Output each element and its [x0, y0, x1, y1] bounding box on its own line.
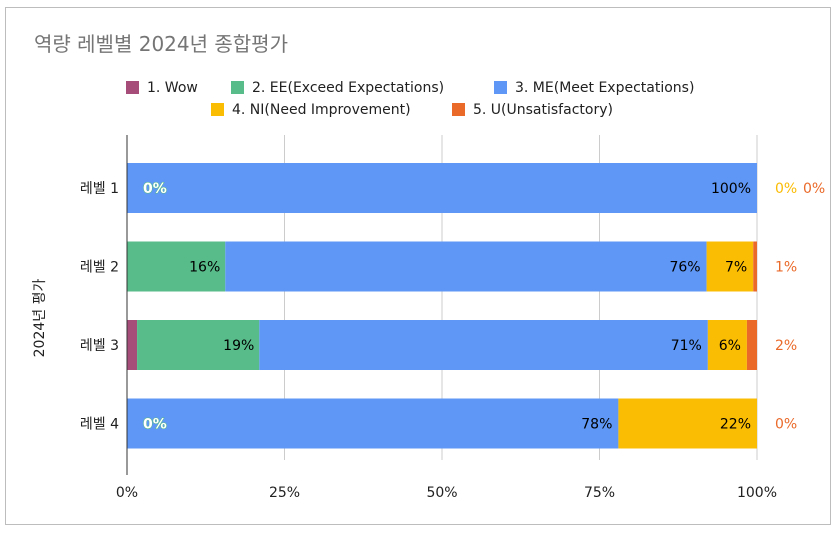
bar-segment — [127, 320, 138, 370]
data-label: 0% — [803, 181, 825, 197]
data-label: 19% — [223, 338, 254, 354]
legend-label: 1. Wow — [147, 80, 198, 96]
category-label: 레벨 4 — [80, 417, 119, 433]
legend-swatch — [452, 103, 465, 116]
bar-segment — [225, 241, 707, 292]
data-label: 0% — [775, 181, 797, 197]
legend-label: 2. EE(Exceed Expectations) — [252, 80, 444, 96]
legend-label: 3. ME(Meet Expectations) — [515, 80, 694, 96]
bar-segment — [127, 398, 619, 449]
y-axis-title: 2024년 평가 — [32, 279, 48, 358]
bar-segment — [618, 398, 757, 449]
bar-segment — [259, 320, 708, 370]
bar-segment — [707, 320, 747, 370]
legend-swatch — [126, 81, 139, 94]
data-label: 2% — [775, 338, 797, 354]
data-label: 16% — [189, 260, 220, 276]
x-tick-label: 50% — [426, 485, 457, 501]
data-label: 0% — [143, 181, 167, 197]
category-label: 레벨 2 — [80, 260, 119, 276]
bar-segment — [753, 241, 757, 292]
data-label: 22% — [720, 417, 751, 433]
data-label: 76% — [669, 260, 700, 276]
legend-swatch — [231, 81, 244, 94]
bar-segment — [137, 320, 260, 370]
data-label: 0% — [775, 417, 797, 433]
bar-segment — [706, 241, 754, 292]
bar-segment — [127, 163, 757, 213]
legend-swatch — [494, 81, 507, 94]
x-tick-label: 25% — [269, 485, 300, 501]
data-label: 0% — [143, 417, 167, 433]
data-label: 100% — [711, 181, 751, 197]
data-label: 6% — [719, 338, 741, 354]
bar-segment — [746, 320, 757, 370]
legend-swatch — [211, 103, 224, 116]
data-label: 1% — [775, 260, 797, 276]
category-label: 레벨 3 — [80, 338, 119, 354]
category-label: 레벨 1 — [80, 181, 119, 197]
data-label: 7% — [725, 260, 747, 276]
legend-label: 4. NI(Need Improvement) — [232, 102, 411, 118]
x-tick-label: 0% — [116, 485, 138, 501]
bar-segment — [127, 241, 226, 292]
data-label: 78% — [581, 417, 612, 433]
chart-title: 역량 레벨별 2024년 종합평가 — [34, 32, 288, 56]
data-label: 71% — [671, 338, 702, 354]
legend-label: 5. U(Unsatisfactory) — [473, 102, 613, 118]
x-tick-label: 75% — [584, 485, 615, 501]
x-tick-label: 100% — [737, 485, 777, 501]
